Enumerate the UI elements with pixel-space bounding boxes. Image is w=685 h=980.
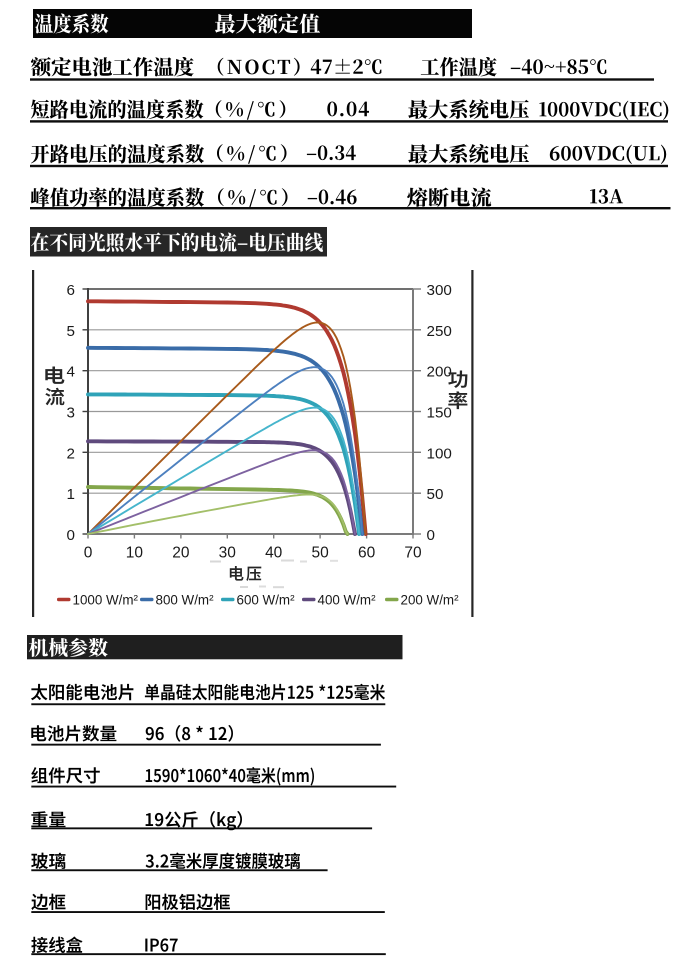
svg-text:300: 300 bbox=[427, 282, 452, 299]
svg-text:600 W/m²: 600 W/m² bbox=[237, 593, 296, 608]
svg-text:70: 70 bbox=[404, 545, 422, 562]
svg-text:30: 30 bbox=[219, 545, 237, 562]
svg-text:6: 6 bbox=[67, 282, 75, 299]
svg-text:1: 1 bbox=[67, 486, 75, 503]
svg-text:10: 10 bbox=[126, 545, 144, 562]
svg-text:400 W/m²: 400 W/m² bbox=[318, 593, 377, 608]
svg-text:20: 20 bbox=[172, 545, 190, 562]
svg-text:0: 0 bbox=[67, 527, 75, 544]
svg-text:40: 40 bbox=[265, 545, 283, 562]
svg-text:0: 0 bbox=[427, 527, 435, 544]
svg-text:4: 4 bbox=[67, 364, 75, 381]
svg-text:200 W/m²: 200 W/m² bbox=[401, 593, 460, 608]
svg-text:250: 250 bbox=[427, 323, 452, 340]
svg-text:50: 50 bbox=[311, 545, 329, 562]
svg-text:150: 150 bbox=[427, 405, 452, 422]
svg-text:200: 200 bbox=[427, 364, 452, 381]
svg-text:3: 3 bbox=[67, 405, 75, 422]
svg-text:5: 5 bbox=[67, 323, 75, 340]
svg-text:2: 2 bbox=[67, 445, 75, 462]
svg-text:0: 0 bbox=[84, 545, 93, 562]
svg-text:60: 60 bbox=[358, 545, 376, 562]
svg-text:1000 W/m²: 1000 W/m² bbox=[73, 593, 139, 608]
svg-text:100: 100 bbox=[427, 445, 452, 462]
svg-text:800 W/m²: 800 W/m² bbox=[156, 593, 215, 608]
svg-text:50: 50 bbox=[427, 486, 444, 503]
